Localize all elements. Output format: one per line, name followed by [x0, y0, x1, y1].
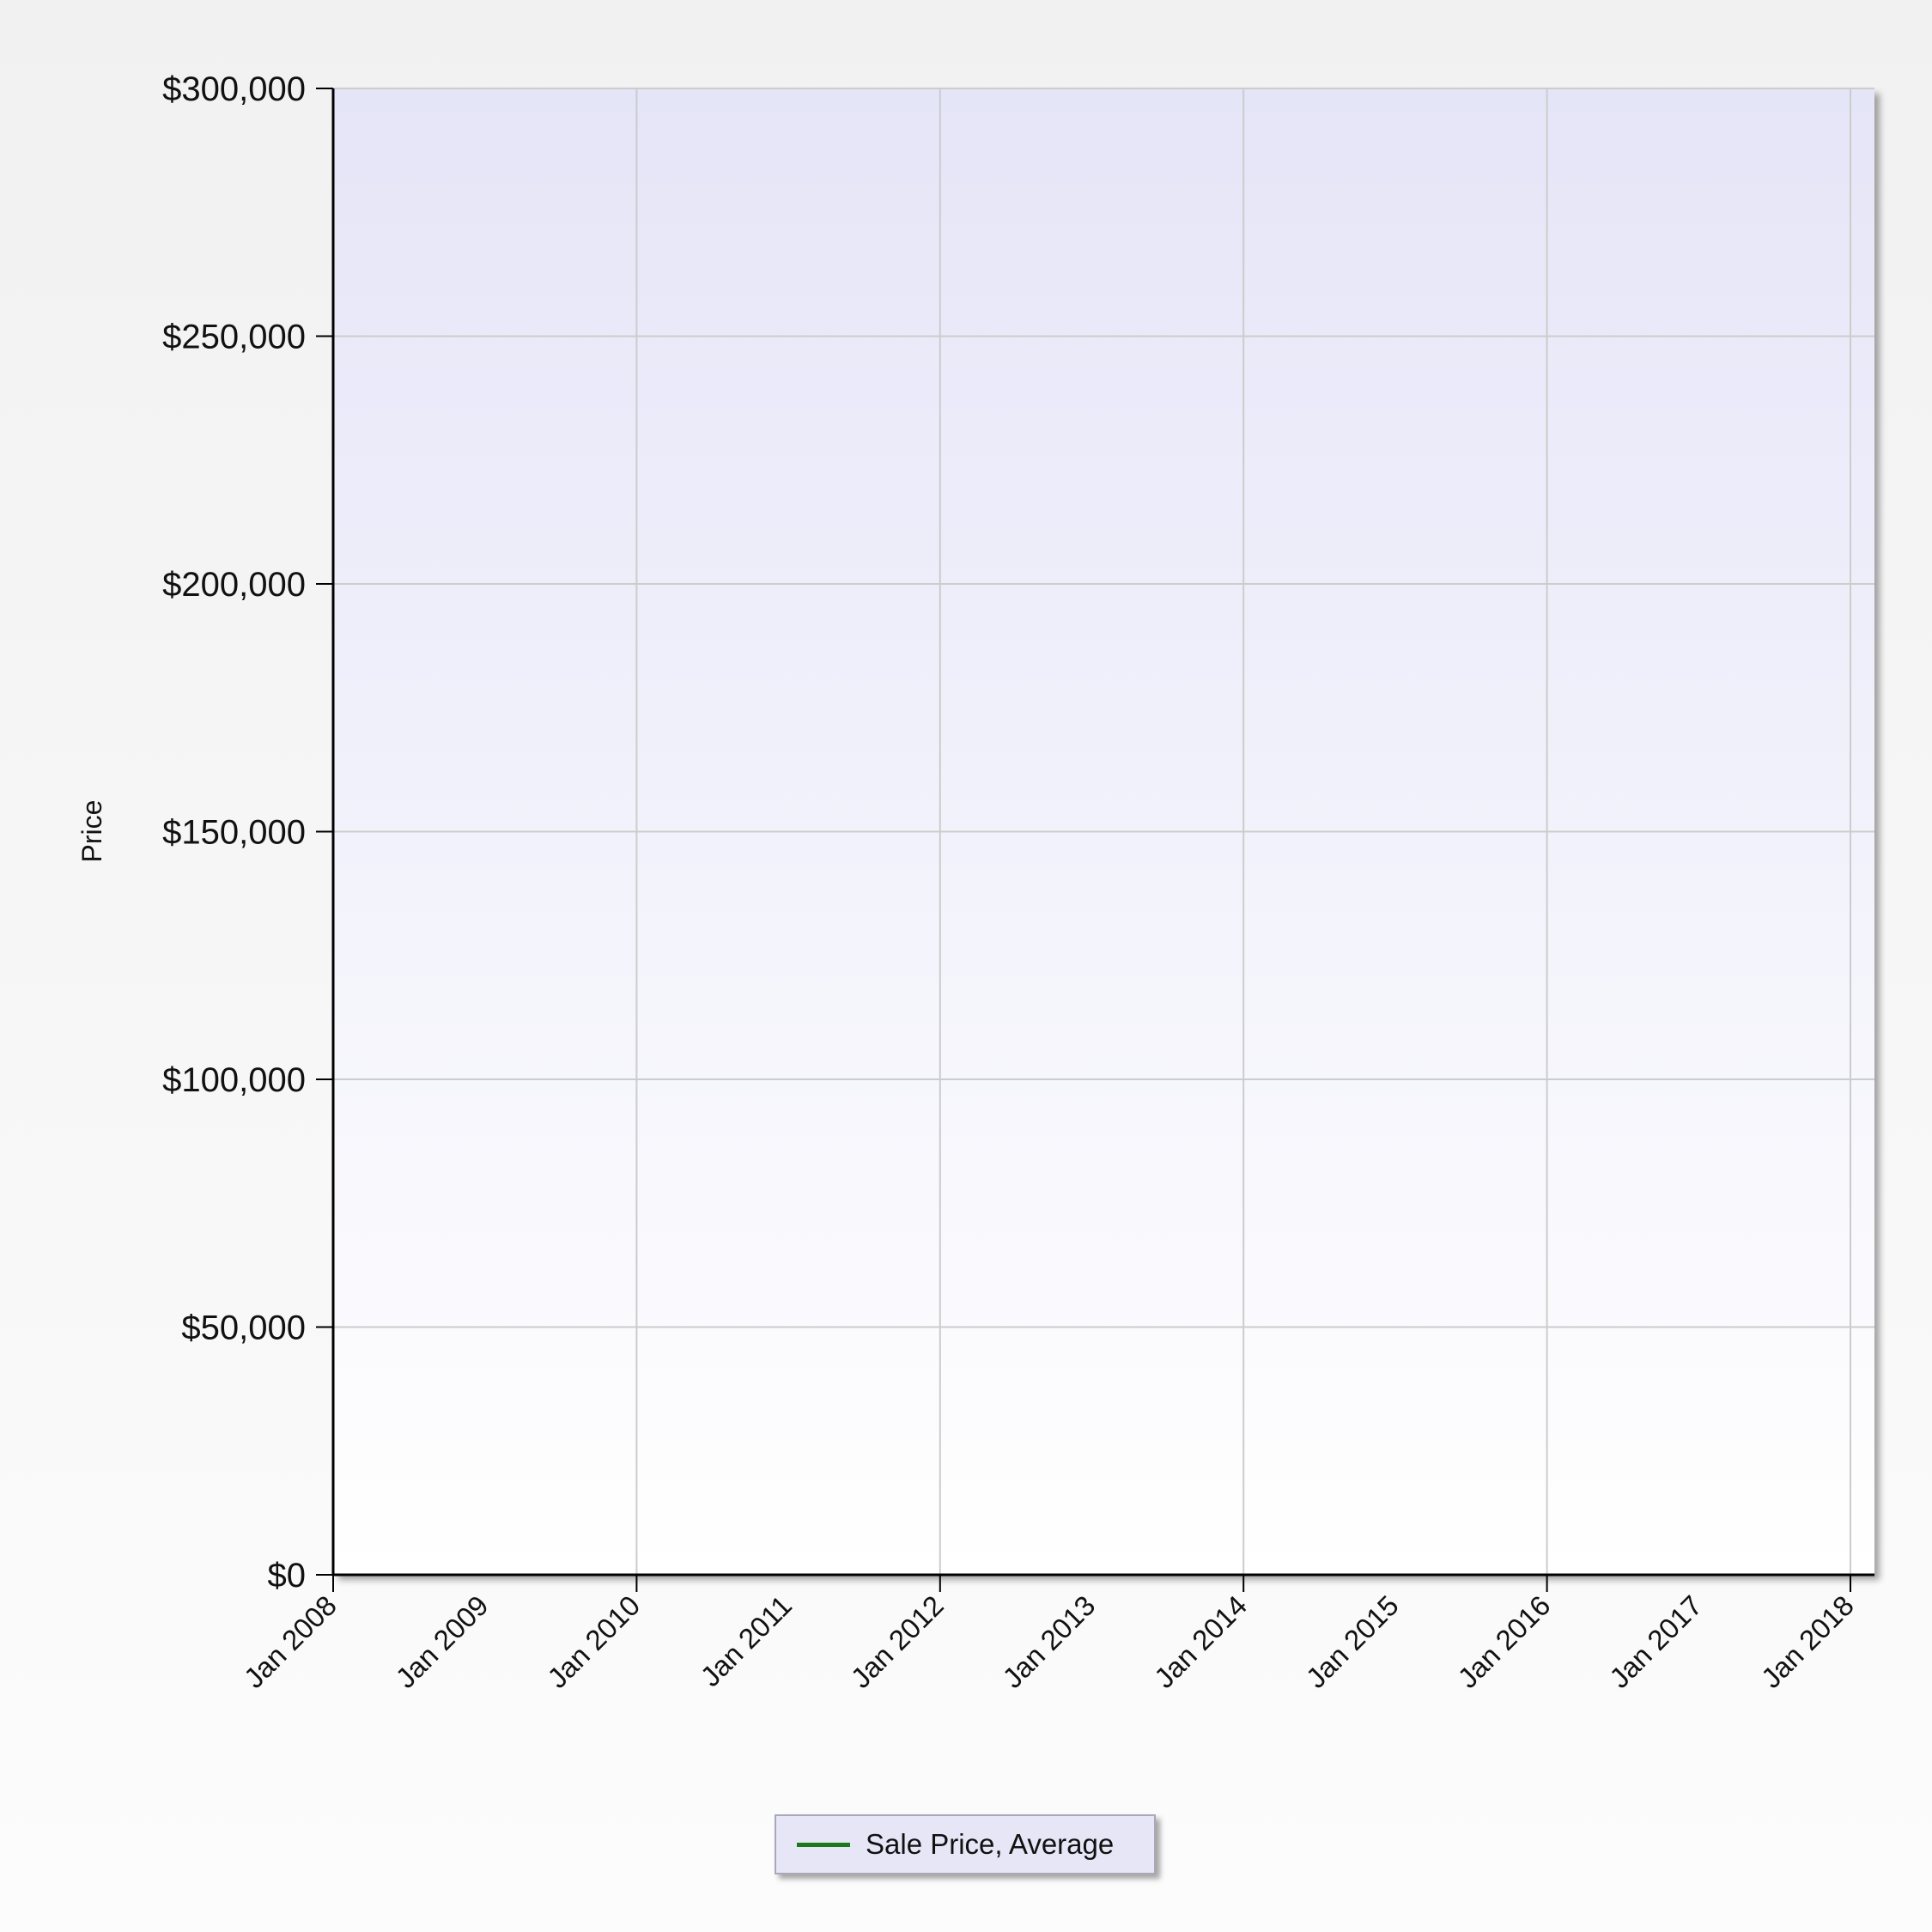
x-tick-label: Jan 2012 — [845, 1589, 950, 1694]
x-tick-label: Jan 2013 — [996, 1589, 1101, 1694]
x-tick-label: Jan 2009 — [389, 1589, 494, 1694]
y-axis-ticks: $0 $50,000 $100,000 $150,000 $200,000 $250,00… — [162, 70, 306, 1595]
y-tick-label: $50,000 — [181, 1309, 306, 1347]
x-tick-label: Jan 2018 — [1755, 1589, 1860, 1694]
axes — [316, 88, 1874, 1592]
y-tick-label: $100,000 — [162, 1061, 306, 1099]
y-axis-title: Price — [76, 800, 107, 863]
y-tick-label: $0 — [268, 1557, 307, 1595]
x-tick-label: Jan 2008 — [238, 1589, 343, 1694]
x-tick-label: Jan 2011 — [695, 1589, 798, 1692]
x-tick-label: Jan 2014 — [1148, 1589, 1253, 1694]
y-tick-label: $300,000 — [162, 70, 306, 108]
x-tick-label: Jan 2017 — [1603, 1589, 1708, 1694]
y-tick-label: $250,000 — [162, 319, 306, 356]
legend: Sale Price, Average — [775, 1814, 1156, 1874]
x-tick-label: Jan 2010 — [541, 1589, 646, 1694]
x-tick-label: Jan 2016 — [1451, 1589, 1556, 1694]
x-axis-ticks: Jan 2008 Jan 2009 Jan 2010 Jan 2011 Jan 2012… — [238, 1589, 1860, 1694]
legend-label-sale-price: Sale Price, Average — [866, 1828, 1115, 1860]
grid — [333, 88, 1874, 1575]
x-tick-label: Jan 2015 — [1300, 1589, 1405, 1694]
y-tick-label: $200,000 — [162, 566, 306, 604]
y-tick-label: $150,000 — [162, 814, 306, 852]
legend-swatch-sale-price — [797, 1842, 850, 1847]
